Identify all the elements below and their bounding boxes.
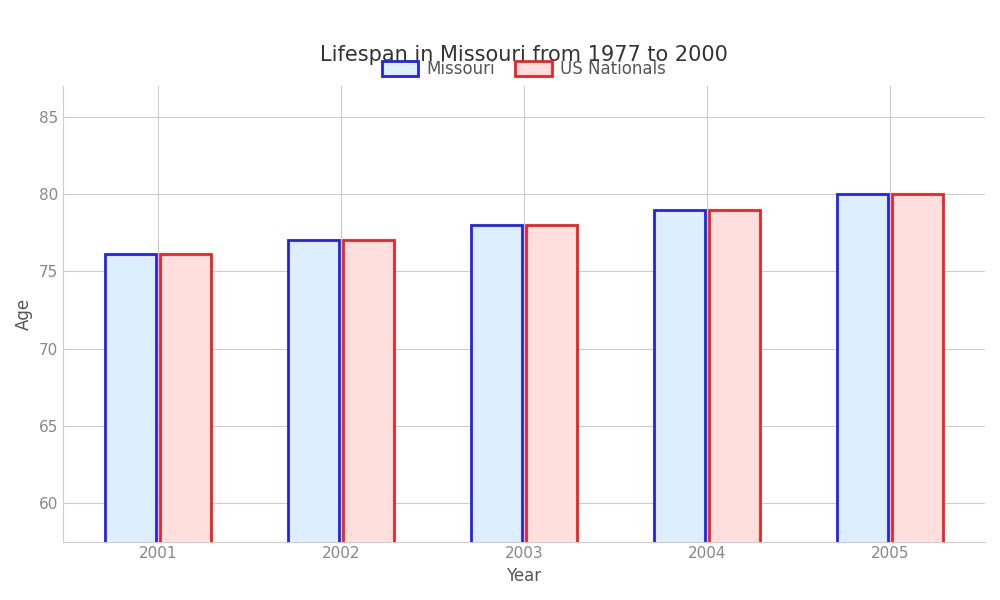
Bar [105, 254, 156, 600]
X-axis label: Year: Year [506, 567, 541, 585]
Bar [709, 209, 760, 600]
Bar [526, 225, 577, 600]
Bar [288, 241, 339, 600]
Bar [892, 194, 943, 600]
Bar [160, 254, 211, 600]
Bar [654, 209, 705, 600]
Y-axis label: Age: Age [15, 298, 33, 330]
Bar [837, 194, 888, 600]
Bar [471, 225, 522, 600]
Bar [343, 241, 394, 600]
Legend: Missouri, US Nationals: Missouri, US Nationals [375, 53, 673, 85]
Title: Lifespan in Missouri from 1977 to 2000: Lifespan in Missouri from 1977 to 2000 [320, 45, 728, 65]
